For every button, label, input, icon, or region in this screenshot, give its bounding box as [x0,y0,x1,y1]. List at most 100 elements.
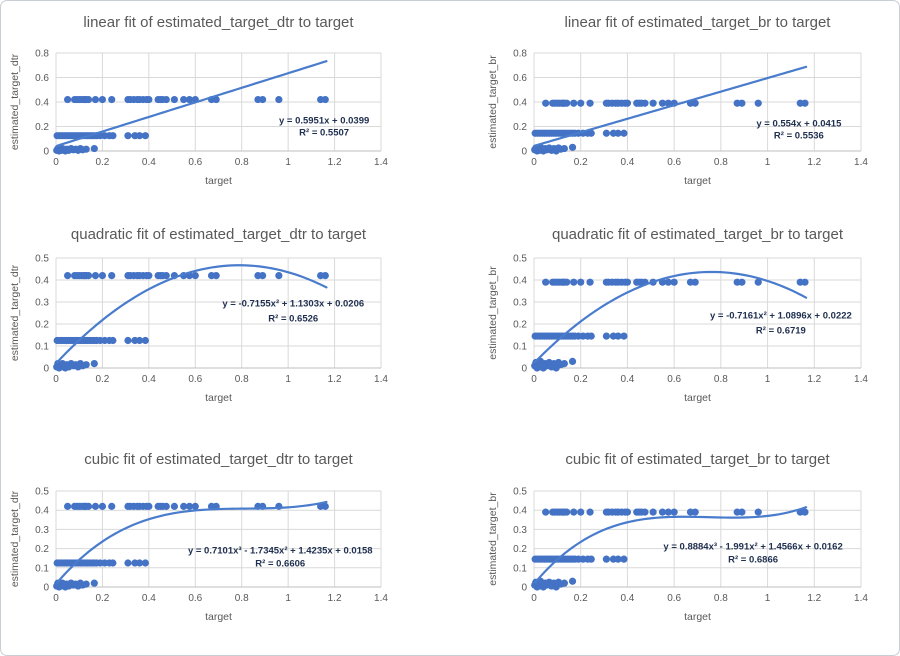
chart-title: cubic fit of estimated_target_dtr to tar… [84,451,353,468]
data-point [162,95,170,104]
data-point [641,508,649,516]
chart-cubic-dtr: 0 0.2 0.4 0.6 0.8 1 1.2 1.4 0 0.1 0.2 0.3 0.4 0.5 cubi… [1,433,451,653]
data-point [82,361,90,369]
y-tick-label: 0.2 [513,122,527,133]
y-tick-label: 0.4 [513,98,527,109]
data-point [620,129,628,137]
x-tick-label: 0.8 [235,593,249,604]
data-point [614,555,622,563]
trendline-linear [534,65,808,147]
data-point [542,508,550,516]
scatter-points [53,272,329,372]
data-point [145,272,153,280]
data-point [64,95,72,104]
data-point [641,99,649,107]
data-point [801,99,809,107]
equation-label: y = 0.7101x³ - 1.7345x² + 1.4235x + 0.01… [188,545,373,556]
data-point [124,132,132,140]
y-tick-label: 0.3 [513,298,527,309]
x-tick-label: 0.4 [620,593,634,604]
data-point [98,272,107,280]
data-point [275,272,283,280]
x-tick-label: 0 [531,593,537,604]
data-point [185,95,194,104]
data-point [623,508,632,516]
x-tick-label: 0.8 [235,374,249,385]
x-tick-label: 0.2 [95,593,109,604]
chart-quadratic-br: 0 0.2 0.4 0.6 0.8 1 1.2 1.4 0 0.1 0.2 0.3 0.4 0.5 quad… [451,214,899,433]
data-point [108,502,116,510]
x-tick-label: 1.2 [807,374,821,385]
data-point [91,272,100,280]
chart-quadratic-br-canvas: 0 0.2 0.4 0.6 0.8 1 1.2 1.4 0 0.1 0.2 0.3 0.4 0.5 quad… [487,226,868,404]
data-point [145,95,153,104]
data-point [560,144,568,153]
x-tick-label: 1 [285,593,291,604]
data-point [664,508,672,516]
data-point [563,99,571,107]
r-squared-label: R² = 0.6606 [255,558,305,569]
data-point [212,272,220,280]
data-point [691,278,699,286]
trendline-quadratic [56,264,328,364]
equation-label: y = 0.8884x³ - 1.991x² + 1.4566x + 0.016… [663,542,842,553]
x-tick-label: 0 [531,157,537,168]
data-point [560,360,568,368]
r-squared-label: R² = 0.5507 [299,127,349,138]
data-point [259,272,267,280]
x-tick-label: 1 [765,593,771,604]
y-tick-label: 0 [521,364,527,375]
y-tick-label: 0 [43,147,49,158]
x-tick-label: 0.4 [620,157,634,168]
chart-cubic-br: 0 0.2 0.4 0.6 0.8 1 1.2 1.4 0 0.1 0.2 0.3 0.4 0.5 cubi… [451,433,899,653]
chart-quadratic-dtr-canvas: 0 0.2 0.4 0.6 0.8 1 1.2 1.4 0 0.1 0.2 0.3 0.4 0.5 quad… [9,226,388,404]
data-point [754,278,762,286]
x-tick-label: 1.4 [374,374,388,385]
data-point [801,278,809,286]
y-tick-label: 0.8 [35,49,49,60]
x-tick-label: 1.2 [328,374,342,385]
y-tick-label: 0.4 [35,276,49,287]
chart-linear-dtr-canvas: 0 0.2 0.4 0.6 0.8 1 1.2 1.4 0 0.2 0.4 0.6 0.8 linear … [9,14,388,187]
chart-cubic-br-canvas: 0 0.2 0.4 0.6 0.8 1 1.2 1.4 0 0.1 0.2 0.3 0.4 0.5 cubi… [487,451,868,623]
chart-title: linear fit of estimated_target_dtr to ta… [83,14,354,31]
data-point [109,336,117,345]
y-axis-label: estimated_target_br [487,55,499,149]
data-point [664,99,672,107]
x-tick-label: 1 [285,157,291,168]
data-point [170,95,178,104]
chart-title: cubic fit of estimated_target_br to targ… [565,451,830,468]
data-point [91,95,100,104]
chart-title: quadratic fit of estimated_target_dtr to… [71,226,367,243]
data-point [568,577,577,585]
data-point [191,502,199,510]
y-axis-label: estimated_target_dtr [9,490,21,587]
data-point [98,95,107,104]
x-tick-label: 0.8 [714,374,728,385]
y-tick-label: 0 [521,583,527,594]
chart-linear-br-canvas: 0 0.2 0.4 0.6 0.8 1 1.2 1.4 0 0.2 0.4 0.6 0.8 linear … [487,14,868,187]
data-point [98,502,107,510]
data-point [90,579,98,587]
x-tick-label: 0.4 [620,374,634,385]
y-axis-label: estimated_target_dtr [9,264,21,361]
y-tick-label: 0.5 [35,254,49,265]
y-tick-label: 0.1 [513,342,527,353]
data-point [275,95,283,104]
data-point [614,129,622,137]
trendline-linear [56,60,328,147]
x-axis-label: target [205,611,232,623]
data-point [560,579,568,587]
data-point [738,508,746,516]
data-point [754,508,762,516]
data-point [563,508,571,516]
data-point [124,559,132,567]
x-tick-label: 0.6 [188,593,202,604]
x-tick-label: 0.2 [95,374,109,385]
data-point [570,278,578,286]
x-tick-label: 1.2 [807,157,821,168]
data-point [691,99,699,107]
data-point [738,99,746,107]
data-point [670,278,678,286]
data-point [135,132,144,140]
